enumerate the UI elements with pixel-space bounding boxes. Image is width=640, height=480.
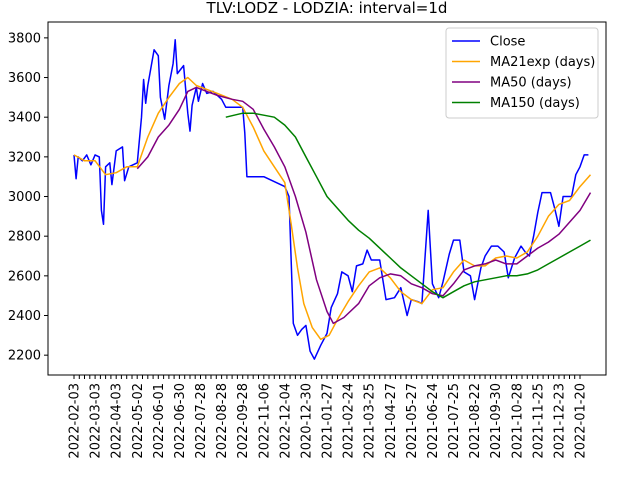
x-tick-label-1: 2022-03-03 — [89, 383, 104, 459]
legend-box — [445, 27, 599, 119]
x-tick-label-15: 2021-04-27 — [384, 383, 399, 459]
x-tick-label-21: 2021-10-28 — [510, 383, 525, 459]
x-tick-label-8: 2022-09-28 — [236, 383, 251, 459]
y-tick-label-6: 3400 — [8, 111, 41, 126]
x-tick-label-3: 2022-05-02 — [131, 383, 146, 459]
legend-label-0: Close — [490, 35, 525, 50]
y-tick-label-4: 3000 — [8, 190, 41, 205]
y-tick-label-2: 2600 — [8, 269, 41, 284]
legend-label-1: MA21exp (days) — [490, 55, 595, 70]
x-tick-label-5: 2022-06-30 — [173, 383, 188, 459]
x-tick-label-14: 2021-03-25 — [363, 383, 378, 459]
x-tick-label-2: 2022-04-03 — [110, 383, 125, 459]
y-tick-label-7: 3600 — [8, 71, 41, 86]
x-tick-label-13: 2021-02-24 — [342, 383, 357, 459]
legend-label-2: MA50 (days) — [490, 76, 572, 91]
x-tick-label-10: 2022-12-04 — [278, 383, 293, 459]
y-tick-label-8: 3800 — [8, 31, 41, 46]
x-tick-label-4: 2022-06-01 — [152, 383, 167, 459]
x-tick-label-17: 2021-06-24 — [426, 383, 441, 459]
x-tick-label-18: 2021-07-25 — [447, 383, 462, 459]
chart-title: TLV:LODZ - LODZIA: interval=1d — [206, 0, 448, 17]
x-tick-label-23: 2021-12-23 — [552, 383, 567, 459]
legend-label-3: MA150 (days) — [490, 96, 580, 111]
legend: Close MA21exp (days) MA50 (days) MA150 (day… — [445, 27, 599, 119]
x-tick-label-24: 2022-01-20 — [574, 383, 589, 459]
y-tick-label-1: 2400 — [8, 309, 41, 324]
series-line-1 — [73, 76, 592, 341]
x-tick-label-12: 2021-01-27 — [321, 383, 336, 459]
x-tick-label-7: 2022-08-28 — [215, 383, 230, 459]
y-tick-label-3: 2800 — [8, 230, 41, 245]
y-tick-label-0: 2200 — [8, 349, 41, 364]
x-tick-label-6: 2022-07-28 — [194, 383, 209, 459]
series-line-3 — [225, 112, 591, 299]
x-tick-label-0: 2022-02-03 — [68, 383, 83, 459]
x-tick-label-11: 2020-12-30 — [299, 383, 314, 459]
x-tick-label-9: 2022-11-06 — [257, 383, 272, 459]
x-tick-label-22: 2021-11-25 — [531, 383, 546, 459]
x-axis: 2022-02-03 2022-03-03 2022-04-03 2022-05-02… — [68, 375, 589, 459]
y-tick-label-5: 3200 — [8, 150, 41, 165]
plot-lines — [73, 39, 592, 360]
x-tick-label-20: 2021-09-30 — [489, 383, 504, 459]
y-axis: 2200 2400 2600 2800 3000 3200 3400 3600 3800 — [8, 31, 48, 364]
x-tick-label-16: 2021-05-27 — [405, 383, 420, 459]
series-line-2 — [136, 86, 592, 325]
series-line-0 — [73, 39, 589, 360]
x-tick-label-19: 2021-08-22 — [468, 383, 483, 459]
